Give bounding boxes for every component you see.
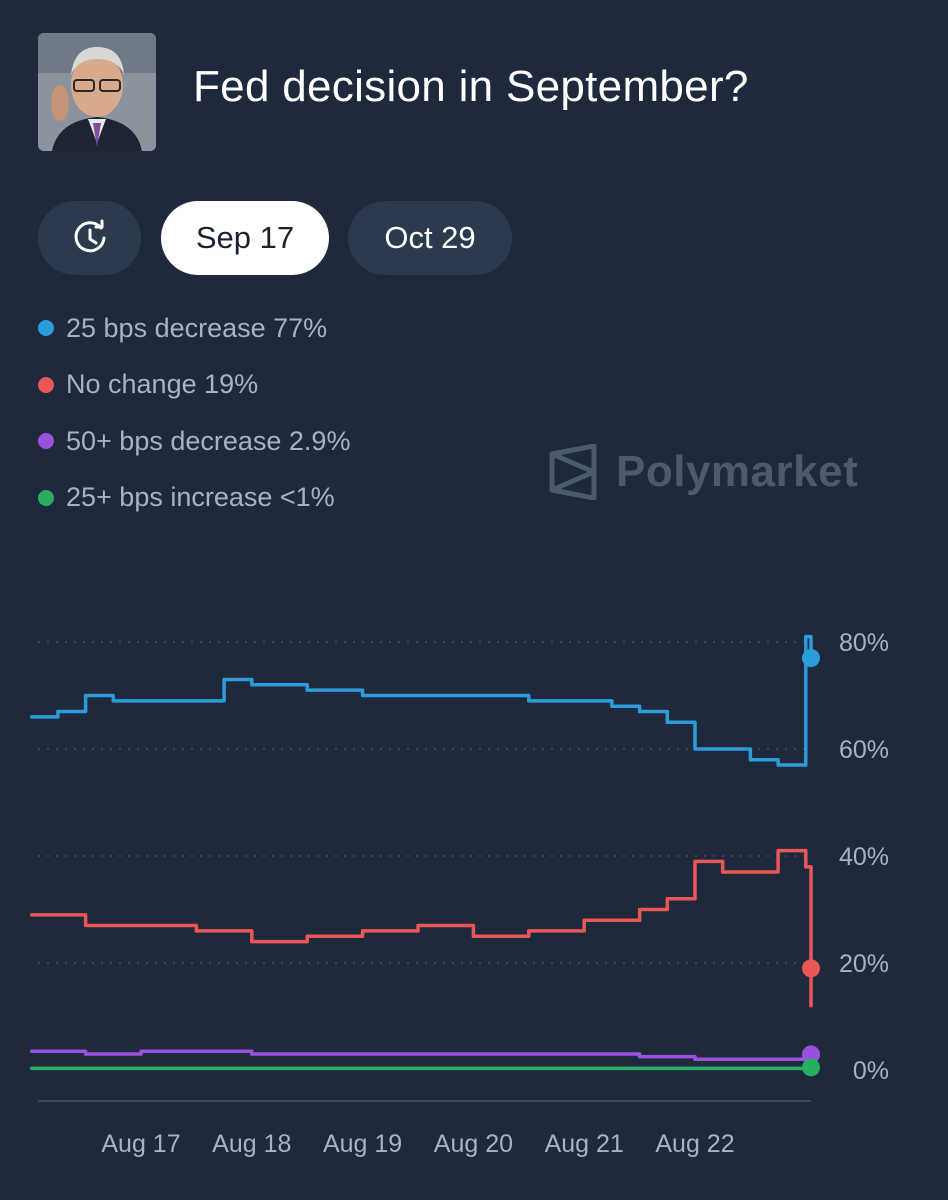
legend-dot [38, 320, 54, 337]
polymarket-watermark: Polymarket [548, 444, 858, 500]
x-tick-label: Aug 19 [323, 1130, 402, 1158]
x-tick-label: Aug 18 [212, 1130, 291, 1158]
legend-item-25bps-decrease: 25 bps decrease 77% [38, 300, 350, 357]
chart-legend: 25 bps decrease 77% No change 19% 50+ bp… [38, 300, 350, 526]
series-line-25-bps-increase [30, 1063, 813, 1071]
legend-item-no-change: No change 19% [38, 357, 350, 414]
y-tick-label: 40% [839, 843, 889, 871]
y-tick-label: 0% [853, 1057, 889, 1085]
tab-oct-29[interactable]: Oct 29 [348, 201, 512, 275]
person-photo-icon [38, 33, 156, 151]
y-tick-label: 20% [839, 950, 889, 978]
x-tick-label: Aug 20 [434, 1130, 513, 1158]
x-tick-label: Aug 21 [545, 1130, 624, 1158]
series-line-no-change [30, 848, 813, 1008]
legend-label: 25 bps decrease 77% [66, 312, 328, 343]
series-line-25-bps-decrease [30, 634, 813, 767]
y-tick-label: 80% [839, 629, 889, 657]
legend-dot [38, 433, 54, 450]
watermark-text: Polymarket [616, 447, 859, 496]
history-button[interactable] [38, 201, 141, 275]
legend-label: 25+ bps increase <1% [66, 482, 335, 513]
legend-label: 50+ bps decrease 2.9% [66, 425, 351, 456]
legend-dot [38, 376, 54, 393]
series-end-point-25-bps-increase [802, 1058, 820, 1077]
legend-item-50bps-decrease: 50+ bps decrease 2.9% [38, 413, 350, 470]
series-line-50-bps-decrease [30, 1046, 813, 1062]
history-clock-icon [74, 219, 105, 253]
series-end-point-50-bps-decrease [802, 1045, 820, 1064]
x-tick-label: Aug 22 [655, 1130, 734, 1158]
legend-dot [38, 489, 54, 506]
polymarket-logo-icon [549, 444, 597, 500]
x-tick-label: Aug 17 [101, 1130, 180, 1158]
legend-label: No change 19% [66, 369, 259, 400]
series-end-point-25-bps-decrease [802, 649, 820, 668]
y-tick-label: 60% [839, 736, 889, 764]
avatar [38, 33, 156, 151]
page-title: Fed decision in September? [193, 62, 749, 111]
tab-sep-17[interactable]: Sep 17 [161, 201, 329, 275]
series-end-point-no-change [802, 959, 820, 978]
legend-item-25bps-increase: 25+ bps increase <1% [38, 470, 350, 527]
